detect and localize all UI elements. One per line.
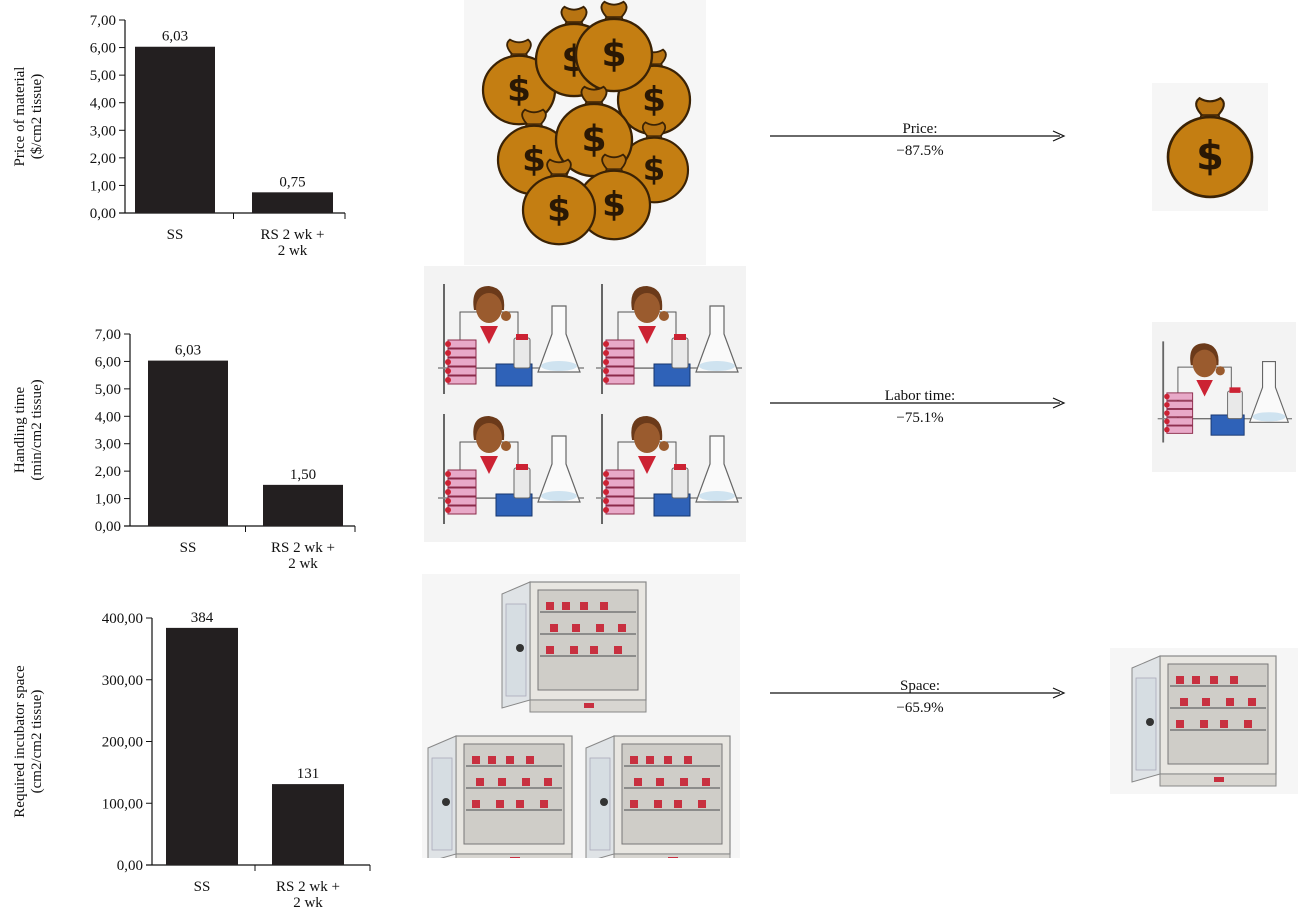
y-axis-label: Required incubator space: [12, 665, 28, 818]
category-label: RS 2 wk +: [271, 540, 335, 556]
bar-value-label: 131: [297, 766, 320, 782]
bar: [135, 46, 215, 213]
y-tick-label: 200,00: [102, 735, 143, 751]
price-reduction: Price: −87.5%: [770, 120, 1070, 180]
labor-time-reduction: Labor time: −75.1%: [770, 387, 1070, 447]
category-label: RS 2 wk +: [276, 879, 340, 895]
y-tick-label: 2,00: [95, 464, 121, 480]
y-tick-label: 1,00: [90, 178, 116, 194]
bar: [272, 784, 344, 865]
price-reduction-value: −87.5%: [896, 143, 944, 159]
y-tick-label: 0,00: [95, 519, 121, 535]
y-tick-label: 300,00: [102, 673, 143, 689]
money-bags-many-image: $: [464, 0, 706, 265]
y-tick-label: 7,00: [95, 327, 121, 343]
incubators-three-image: [422, 574, 740, 858]
y-tick-label: 7,00: [90, 13, 116, 29]
price-reduction-label: Price:: [902, 121, 938, 137]
y-axis-label: ($/cm2 tissue): [29, 74, 45, 159]
y-axis-label: (min/cm2 tissue): [29, 379, 45, 480]
bar: [166, 627, 238, 865]
y-tick-label: 0,00: [117, 858, 143, 874]
category-label: 2 wk: [288, 556, 318, 572]
labor-time-reduction-label: Labor time:: [884, 388, 956, 404]
category-label: 2 wk: [278, 243, 308, 259]
y-tick-label: 2,00: [90, 151, 116, 167]
lab-worker-single-image: [1152, 322, 1296, 472]
bar-value-label: 6,03: [175, 343, 201, 359]
labor-time-reduction-value: −75.1%: [896, 410, 944, 426]
category-label: SS: [167, 227, 184, 243]
category-label: SS: [194, 879, 211, 895]
y-tick-label: 0,00: [90, 206, 116, 222]
incubator-single-image: [1110, 648, 1298, 794]
y-axis-label: Price of material: [12, 67, 28, 167]
y-axis-label: (cm2/cm2 tissue): [29, 690, 45, 794]
price-arrow-icon: [770, 130, 1066, 142]
bar: [148, 360, 228, 526]
y-tick-label: 3,00: [95, 437, 121, 453]
y-tick-label: 3,00: [90, 123, 116, 139]
handling-time-chart: 0,00 1,00 2,00 3,00 4,00 5,00 6,00 7,00 6,03 SS 1,…: [12, 327, 356, 572]
labor-time-arrow-icon: [770, 397, 1066, 409]
category-label: RS 2 wk +: [261, 227, 325, 243]
y-tick-label: 5,00: [90, 68, 116, 84]
y-tick-label: 6,00: [90, 41, 116, 57]
svg-text:$: $: [1196, 134, 1224, 180]
space-reduction: Space: −65.9%: [770, 677, 1070, 737]
space-reduction-label: Space:: [900, 678, 940, 694]
y-tick-label: 1,00: [95, 492, 121, 508]
category-label: 2 wk: [293, 895, 323, 911]
y-tick-label: 4,00: [95, 409, 121, 425]
y-tick-label: 6,00: [95, 354, 121, 370]
money-bag-single-image: $: [1152, 83, 1268, 211]
lab-workers-four-image: [424, 266, 746, 542]
space-reduction-value: −65.9%: [896, 700, 944, 716]
y-tick-label: 5,00: [95, 382, 121, 398]
incubator-space-chart: 0,00 100,00 200,00 300,00 400,00 384 SS 131 RS 2…: [12, 610, 371, 911]
bar-value-label: 6,03: [162, 29, 188, 45]
space-arrow-icon: [770, 687, 1066, 699]
y-tick-label: 4,00: [90, 96, 116, 112]
bar: [263, 484, 343, 526]
y-axis-label: Handling time: [12, 387, 28, 474]
bar-value-label: 1,50: [290, 467, 316, 483]
y-tick-label: 100,00: [102, 796, 143, 812]
bar: [252, 192, 333, 213]
category-label: SS: [180, 540, 197, 556]
price-chart: 0,00 1,00 2,00 3,00 4,00 5,00 6,00 7,00 6,03 SS 0,…: [12, 13, 346, 259]
bar-value-label: 0,75: [279, 174, 305, 190]
bar-value-label: 384: [191, 610, 214, 626]
y-tick-label: 400,00: [102, 611, 143, 627]
